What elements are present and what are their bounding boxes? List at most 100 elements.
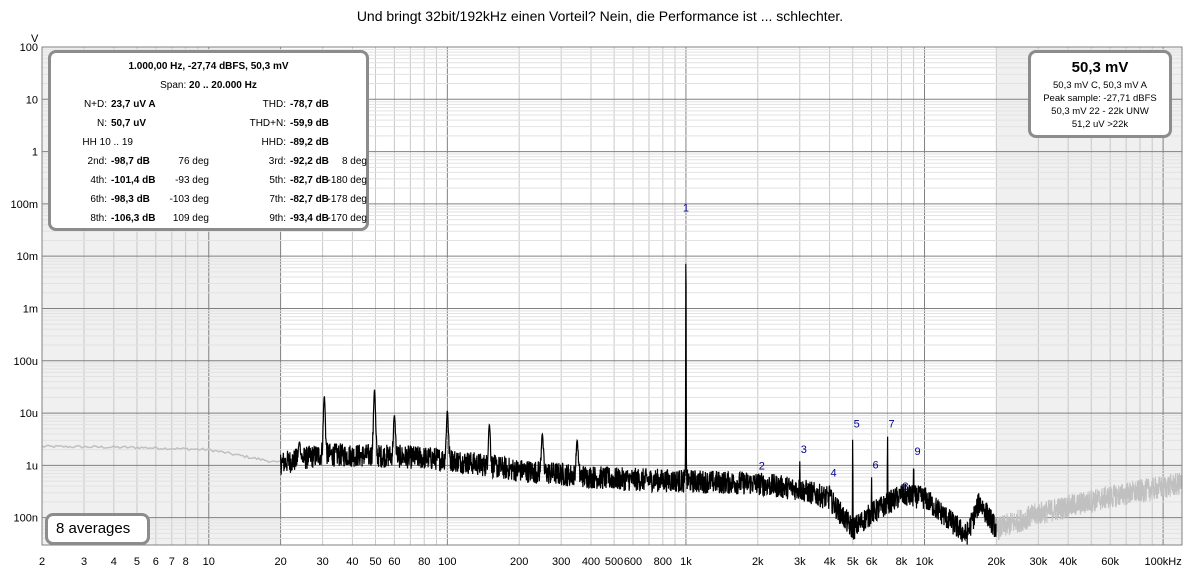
y-tick-label: 10 (26, 94, 38, 106)
y-tick-label: 100m (10, 199, 38, 211)
summary-left-value: -101,4 dB (111, 175, 156, 186)
summary-row: 8th: -106,3 dB 109 deg 9th: -93,4 dB -170 deg (57, 209, 367, 228)
summary-right-value: -82,7 dB (290, 194, 329, 205)
summary-right-phase: -170 deg (327, 213, 367, 224)
harmonic-marker: 7 (889, 419, 895, 431)
y-tick-label: 100 (20, 42, 38, 54)
summary-row: N: 50,7 uV THD+N: -59,9 dB (57, 114, 360, 133)
summary-row: HH 10 .. 19 HHD: -89,2 dB (57, 133, 360, 152)
summary-right-phase: -180 deg (327, 175, 367, 186)
summary-right-phase: 8 deg (341, 156, 367, 167)
harmonic-marker: 9 (915, 446, 921, 458)
summary-right-value: -78,7 dB (290, 99, 329, 110)
plot-frame (41, 46, 1183, 546)
x-tick-label: 80 (418, 556, 430, 568)
y-axis-unit: V (31, 33, 39, 45)
y-tick-label: 10m (17, 251, 38, 263)
x-tick-label: 10 (203, 556, 215, 568)
x-tick-label: 4 (111, 556, 117, 568)
summary-right-label: THD+N: (249, 118, 286, 129)
harmonic-marker: 1 (683, 202, 689, 214)
chart-title: Und bringt 32bit/192kHz einen Vorteil? N… (356, 8, 844, 24)
level-line-3: 50,3 mV 22 - 22k UNW (1051, 106, 1149, 117)
harmonic-marker: 3 (801, 444, 807, 456)
level-line-1: 50,3 mV C, 50,3 mV A (1053, 80, 1147, 91)
x-tick-label: 2k (752, 556, 764, 568)
x-tick-label: 200 (510, 556, 528, 568)
summary-line-1: 1.000,00 Hz, -27,74 dBFS, 50,3 mV (128, 61, 289, 72)
y-tick-label: 100n (14, 513, 38, 525)
summary-row: 4th: -101,4 dB -93 deg 5th: -82,7 dB -180 deg (57, 171, 367, 190)
summary-left-phase: 76 deg (178, 156, 209, 167)
x-tick-label: 5k (847, 556, 859, 568)
x-tick-label: 8k (896, 556, 908, 568)
trace-above-span (995, 472, 1183, 541)
harmonic-marker: 5 (854, 419, 860, 431)
x-tick-label: 7 (169, 556, 175, 568)
summary-row: 6th: -98,3 dB -103 deg 7th: -82,7 dB -178 deg (57, 190, 367, 209)
summary-left-phase: -103 deg (169, 194, 209, 205)
x-tick-label: 300 (552, 556, 570, 568)
x-tick-label: 600 (624, 556, 642, 568)
x-tick-label: 100 (438, 556, 456, 568)
summary-left-label: 4th: (90, 175, 107, 186)
summary-left-label: 2nd: (87, 156, 107, 167)
level-panel: 50,3 mV 50,3 mV C, 50,3 mV A Peak sample… (1028, 50, 1172, 138)
summary-row: N+D: 23,7 uV A THD: -78,7 dB (57, 95, 360, 114)
summary-right-value: -89,2 dB (290, 137, 329, 148)
summary-row: 2nd: -98,7 dB 76 deg 3rd: -92,2 dB 8 deg (57, 152, 367, 171)
summary-right-label: 7th: (269, 194, 286, 205)
summary-left-value: 50,7 uV (111, 118, 147, 129)
y-tick-label: 1m (23, 303, 38, 315)
summary-left-label: HH 10 .. 19 (82, 137, 133, 148)
summary-left-phase: 109 deg (172, 213, 209, 224)
summary-right-label: HHD: (261, 137, 286, 148)
y-tick-label: 100u (14, 356, 38, 368)
span-line: Span: 20 .. 20.000 Hz (57, 76, 360, 95)
summary-left-phase: -93 deg (175, 175, 209, 186)
summary-right-value: -93,4 dB (290, 213, 329, 224)
summary-left-value: -106,3 dB (111, 213, 156, 224)
summary-right-label: 9th: (269, 213, 286, 224)
summary-right-phase: -178 deg (327, 194, 367, 205)
span-label: Span: (160, 80, 187, 91)
summary-right-value: -59,9 dB (290, 118, 329, 129)
x-tick-label: 400 (582, 556, 600, 568)
x-tick-label: 100kHz (1144, 556, 1181, 568)
x-tick-label: 2 (39, 556, 45, 568)
level-line-4: 51,2 uV >22k (1071, 119, 1129, 130)
summary-left-label: 6th: (90, 194, 107, 205)
x-tick-label: 40 (346, 556, 358, 568)
x-tick-label: 5 (134, 556, 140, 568)
harmonic-marker: 4 (831, 468, 837, 480)
trace-below-span (41, 444, 281, 464)
y-tick-label: 1u (26, 460, 38, 472)
summary-left-label: N+D: (83, 99, 107, 110)
harmonic-marker: 2 (759, 461, 765, 473)
x-tick-label: 10k (916, 556, 934, 568)
summary-left-label: 8th: (90, 213, 107, 224)
x-tick-label: 3 (81, 556, 87, 568)
x-tick-label: 8 (183, 556, 189, 568)
span-value: 20 .. 20.000 Hz (189, 80, 257, 91)
summary-right-label: 5th: (269, 175, 286, 186)
trace-in-span (280, 263, 997, 546)
summary-panel: 1.000,00 Hz, -27,74 dBFS, 50,3 mV Span: … (48, 50, 369, 231)
x-tick-label: 800 (654, 556, 672, 568)
x-tick-label: 4k (824, 556, 836, 568)
summary-left-value: -98,3 dB (111, 194, 150, 205)
averages-badge: 8 averages (45, 513, 150, 545)
y-tick-label: 10u (20, 408, 38, 420)
x-tick-label: 3k (794, 556, 806, 568)
x-tick-label: 500 (605, 556, 623, 568)
summary-right-value: -82,7 dB (290, 175, 329, 186)
harmonic-marker: 6 (873, 460, 879, 472)
x-tick-label: 60 (388, 556, 400, 568)
summary-right-label: 3rd: (268, 156, 286, 167)
x-tick-label: 50 (369, 556, 381, 568)
summary-right-value: -92,2 dB (290, 156, 329, 167)
x-tick-label: 6k (866, 556, 878, 568)
x-tick-label: 6 (153, 556, 159, 568)
x-tick-label: 30 (316, 556, 328, 568)
summary-left-label: N: (97, 118, 107, 129)
